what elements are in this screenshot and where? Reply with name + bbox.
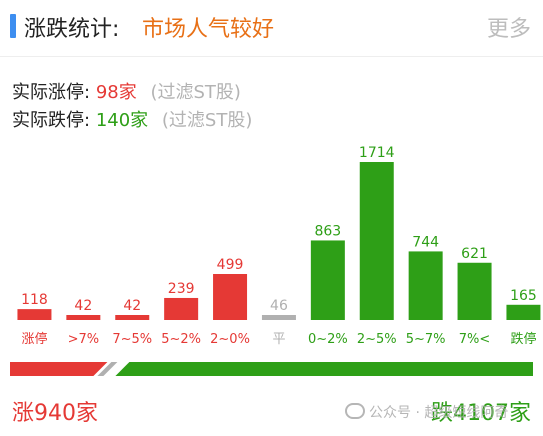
- bar-value-label: 1714: [359, 145, 395, 161]
- bar-0: [17, 309, 52, 320]
- bar-value-label: 239: [168, 281, 195, 297]
- bar-value-label: 744: [412, 234, 439, 250]
- bar-5: [261, 315, 296, 320]
- header: 涨跌统计: 市场人气较好 更多: [0, 0, 543, 56]
- down-segment: [115, 362, 534, 376]
- category-label: 2~0%: [210, 332, 250, 347]
- wechat-icon: [345, 403, 365, 419]
- bar-8: [408, 251, 443, 320]
- bar-value-label: 46: [270, 298, 288, 314]
- category-label: 5~2%: [161, 332, 201, 347]
- bar-4: [213, 274, 248, 320]
- limit-down-stat: 实际跌停: 140家 (过滤ST股): [12, 106, 252, 132]
- bar-1: [66, 315, 101, 320]
- bar-3: [164, 297, 199, 320]
- category-label: 0~2%: [308, 332, 348, 347]
- category-label: 跌停: [510, 331, 536, 347]
- header-divider: [0, 56, 543, 57]
- limit-up-note: (过滤ST股): [150, 82, 241, 103]
- bar-6: [310, 240, 345, 320]
- bar-value-label: 863: [314, 223, 341, 239]
- bar-7: [359, 162, 394, 320]
- down-total: 跌4107家: [431, 401, 531, 426]
- market-sentiment-label: 市场人气较好: [142, 17, 275, 42]
- more-link[interactable]: 更多: [486, 17, 531, 42]
- bar-value-label: 499: [217, 257, 244, 273]
- watermark: 公众号 · 超级短线阿奇: [345, 402, 508, 422]
- bar-value-label: 118: [21, 292, 48, 308]
- limit-up-label: 实际涨停:: [12, 82, 91, 103]
- category-label: 2~5%: [357, 332, 397, 347]
- flat-segment: [97, 362, 118, 376]
- limit-down-value: 140家: [95, 110, 149, 131]
- bar-2: [115, 315, 150, 320]
- limit-down-label: 实际跌停:: [12, 110, 91, 131]
- limit-up-stat: 实际涨停: 98家 (过滤ST股): [12, 78, 241, 104]
- title-accent-bar: [10, 14, 16, 38]
- bar-10: [506, 304, 541, 320]
- category-label: 7%<: [459, 332, 491, 347]
- bar-value-label: 42: [123, 298, 141, 314]
- category-label: 7~5%: [112, 332, 152, 347]
- category-label: >7%: [68, 332, 100, 347]
- watermark-text: 公众号 · 超级短线阿奇: [369, 405, 509, 421]
- page-title: 涨跌统计:: [24, 17, 120, 42]
- distribution-chart: 118 涨停 42 >7% 42 7~5% 239 5~2% 499 2~0% 46 平 863 0~2%…: [17, 145, 541, 347]
- up-segment: [10, 362, 108, 376]
- limit-up-value: 98家: [95, 82, 137, 103]
- bar-9: [457, 262, 492, 320]
- up-total: 涨940家: [12, 401, 98, 426]
- up-down-ratio-bar: [10, 362, 534, 376]
- bar-value-label: 42: [74, 298, 92, 314]
- bar-value-label: 165: [510, 288, 537, 304]
- category-label: 5~7%: [406, 332, 446, 347]
- bar-value-label: 621: [461, 246, 488, 262]
- category-label: 涨停: [21, 331, 47, 347]
- category-label: 平: [272, 332, 285, 347]
- limit-down-note: (过滤ST股): [161, 110, 253, 131]
